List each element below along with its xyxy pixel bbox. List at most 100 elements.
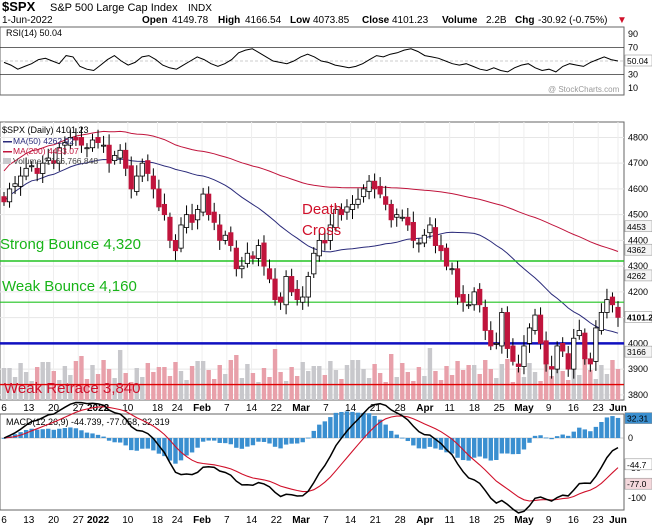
macd-histogram-bar [256,438,261,442]
macd-histogram-bar [554,436,560,438]
candle-body [95,137,101,143]
macd-histogram-bar [566,435,571,438]
legend-volume: Volume 2,166,766,848 [13,156,98,166]
macd-panel: MACD(12,26,9) -44.739, -77.058, 32.319 0… [0,401,652,514]
candle-body [161,203,168,216]
legend-volume-swatch [3,158,11,164]
candle-body [272,278,278,301]
date-tick-label: 23 [593,515,605,525]
candle-body [228,232,234,246]
macd-histogram-bar [560,434,565,438]
volume-bar [610,360,615,400]
volume-bar [328,361,333,400]
macd-histogram-bar [599,421,604,438]
candle-body [526,327,533,344]
macd-histogram-bar [400,437,405,439]
volume-bar [427,348,433,400]
macd-histogram-bar [1,438,7,439]
volume-bar [283,381,289,400]
macd-histogram-bar [483,438,488,459]
candle-body [56,147,62,164]
volume-bar [256,382,261,400]
candle-body [294,288,300,301]
date-tick-label: 28 [395,515,407,525]
volume-bar [289,367,294,400]
macd-histogram-bar [604,417,610,438]
volume-bar [350,360,355,400]
candle-body [537,314,544,344]
date-tick-label: 18 [469,515,481,525]
volume-bar [483,360,488,400]
date-tick-label: 28 [395,403,407,414]
macd-histogram-bar [389,430,394,438]
volume-bar [394,377,399,400]
volume-bar [593,379,599,400]
volume-bar [433,371,438,400]
ma200-line [3,130,619,252]
candle-body [29,165,35,168]
macd-tick-label: 0 [628,433,633,443]
volume-bar [156,367,162,400]
date-tick-label: 24 [172,515,184,525]
volume-bar [34,367,40,400]
price-tick-label: 4300 [628,261,648,271]
index-name: S&P 500 Large Cap Index [50,2,178,14]
date-tick-label: 21 [370,403,382,414]
candle-body [128,165,134,190]
candle-body [571,337,577,370]
annotations: Death Cross Strong Bounce 4,320 Weak Bou… [0,201,342,397]
rsi-tick-label: 30 [628,70,638,80]
date-tick-label: 21 [370,515,382,525]
close-label: Close [362,15,390,26]
candle-body [45,157,51,162]
macd-histogram-bar [532,435,538,438]
candle-body [532,314,538,331]
volume-bar [604,374,610,400]
candle-body [355,198,361,205]
date-tick-label: 14 [246,403,258,414]
date-tick-label: 7 [323,403,329,414]
volume-bar [234,355,239,400]
macd-histogram-bar [344,411,350,438]
macd-histogram-bar [223,438,228,444]
volume-bar [167,376,173,400]
price-tick-label: 3900 [628,364,648,374]
volume-bar [389,354,394,400]
volume-bar [505,359,510,400]
legend-ma200-swatch [3,151,12,153]
date-tick-label: 14 [345,515,357,525]
rsi-value-label: 50.04 [627,56,649,66]
date-tick-label: 14 [345,403,357,414]
candle-body [156,188,162,208]
macd-histogram-bar [366,413,372,438]
macd-tick-label: -100 [628,493,646,503]
rsi-line [3,48,619,73]
volume-bar [471,365,477,400]
candle-body [316,240,322,257]
macd-value-label: -77.0 [627,479,647,489]
volume-bar [300,362,305,400]
volume-bar [101,360,106,400]
macd-value-tag [624,458,652,471]
candle-body [587,358,593,365]
candle-body [289,276,295,293]
date-tick-label: May [514,403,534,414]
volume-bar [51,371,56,400]
macd-histogram-bar [333,412,339,438]
candle-body [189,214,195,223]
date-tick-label: Mar [292,403,310,414]
candle-body [515,363,522,367]
volume-bar [366,378,372,400]
macd-legend: MACD(12,26,9) -44.739, -77.058, 32.319 [6,417,170,427]
volume-bar [84,379,90,400]
date-tick-label: 18 [469,403,481,414]
volume-bar [272,349,278,400]
macd-histogram-bar [538,435,543,438]
macd-histogram-bar [283,438,289,445]
candle-body [493,342,499,345]
candle-body [604,299,610,313]
candle-body [576,330,582,337]
macd-histogram-bar [84,432,90,438]
volume-bar [306,371,311,400]
candle-body [62,142,68,146]
